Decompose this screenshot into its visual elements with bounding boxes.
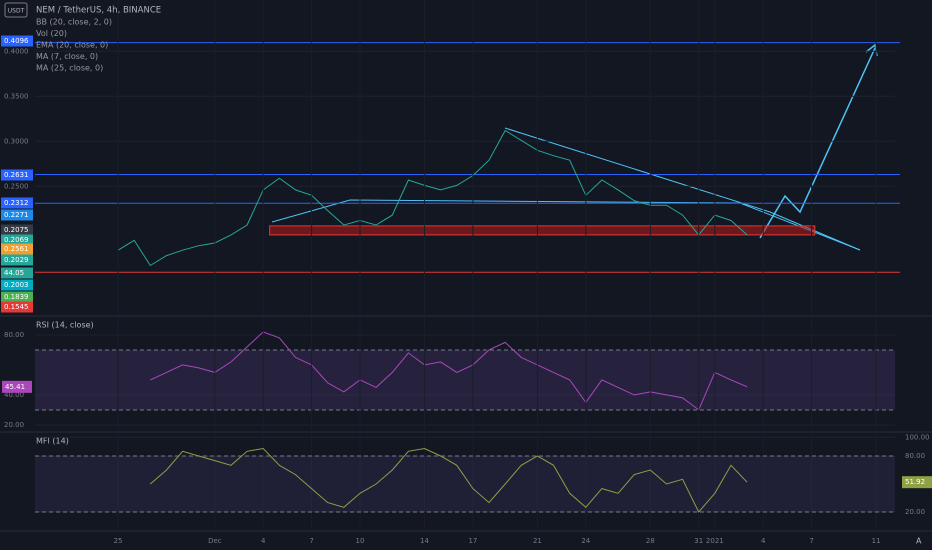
price-tag-label: 0.2271 [4, 211, 29, 219]
price-tag [1, 35, 33, 47]
y-tick-label: 0.4000 [4, 47, 29, 55]
price-tag [1, 291, 33, 303]
price-line [117, 129, 748, 267]
price-tag [1, 243, 33, 255]
price-tag-label: 0.2075 [4, 226, 29, 234]
price-tag-label: 0.2631 [4, 171, 29, 179]
x-tick-label: 7 [309, 537, 313, 545]
projection-arrow [759, 47, 876, 239]
mfi-title: MFI (14) [36, 437, 69, 446]
price-tag [1, 267, 33, 279]
y-tick-label: 0.2500 [4, 182, 29, 190]
price-tag [1, 234, 33, 246]
x-tick-label: 2021 [706, 537, 724, 545]
price-tag-label: 44.05 [4, 269, 24, 277]
indicator-label: MA (7, close, 0) [36, 52, 98, 61]
price-tag [1, 301, 33, 313]
y-tick-label: 20.00 [905, 508, 925, 516]
price-tag-label: 0.2069 [4, 236, 29, 244]
x-tick-label: 14 [420, 537, 429, 545]
x-tick-label: 31 [694, 537, 703, 545]
price-tag-label: 0.1545 [4, 303, 29, 311]
y-tick-label: 20.00 [4, 421, 24, 429]
y-tick-label: 80.00 [4, 331, 24, 339]
indicator-label: Vol (20) [36, 29, 67, 38]
price-tag [1, 209, 33, 221]
x-tick-label: 17 [468, 537, 477, 545]
y-tick-label: 0.3000 [4, 137, 29, 145]
x-tick-label: 11 [872, 537, 881, 545]
x-tick-label: 28 [646, 537, 655, 545]
x-tick-label: 21 [533, 537, 542, 545]
support-zone [269, 225, 816, 236]
price-tag-label: 0.2029 [4, 256, 29, 264]
x-tick-label: 4 [761, 537, 766, 545]
x-tick-label: 7 [809, 537, 813, 545]
rsi-title: RSI (14, close) [36, 321, 94, 330]
y-tick-label: 0.3500 [4, 92, 29, 100]
y-tick-label: 40.00 [4, 391, 24, 399]
price-tag [1, 224, 33, 236]
x-tick-label: 10 [356, 537, 365, 545]
auto-button[interactable]: A [916, 537, 922, 546]
logo[interactable] [4, 2, 28, 18]
price-line [149, 447, 748, 513]
price-tag-label: 0.4096 [4, 37, 29, 45]
price-tag-label: 0.1839 [4, 293, 29, 301]
y-tick-label: 80.00 [905, 452, 925, 460]
price-tag [1, 197, 33, 209]
value-tag-label: 51.92 [905, 478, 925, 486]
x-tick-label: Dec [208, 537, 222, 545]
price-tag-label: 0.2312 [4, 199, 29, 207]
symbol-title: NEM / TetherUS, 4h, BINANCE [36, 6, 161, 16]
value-tag [2, 380, 32, 393]
value-tag-label: 45.41 [5, 383, 25, 391]
price-tag [1, 169, 33, 181]
price-tag [1, 279, 33, 291]
trend-line [504, 127, 861, 251]
indicator-label: EMA (20, close, 0) [36, 41, 108, 50]
price-tag [1, 254, 33, 266]
x-tick-label: 4 [261, 537, 266, 545]
indicator-label: MA (25, close, 0) [36, 64, 103, 73]
price-tag-label: 0.2003 [4, 281, 29, 289]
y-tick-label: 100.00 [905, 433, 930, 441]
x-tick-label: 25 [114, 537, 123, 545]
x-tick-label: 24 [581, 537, 590, 545]
currency: USDT [8, 8, 25, 15]
price-line [150, 331, 748, 411]
indicator-label: BB (20, close, 2, 0) [36, 18, 112, 27]
band-fill [35, 349, 895, 410]
band-fill [35, 455, 895, 512]
price-tag-label: 0.2561 [4, 245, 29, 253]
value-tag [902, 476, 932, 489]
